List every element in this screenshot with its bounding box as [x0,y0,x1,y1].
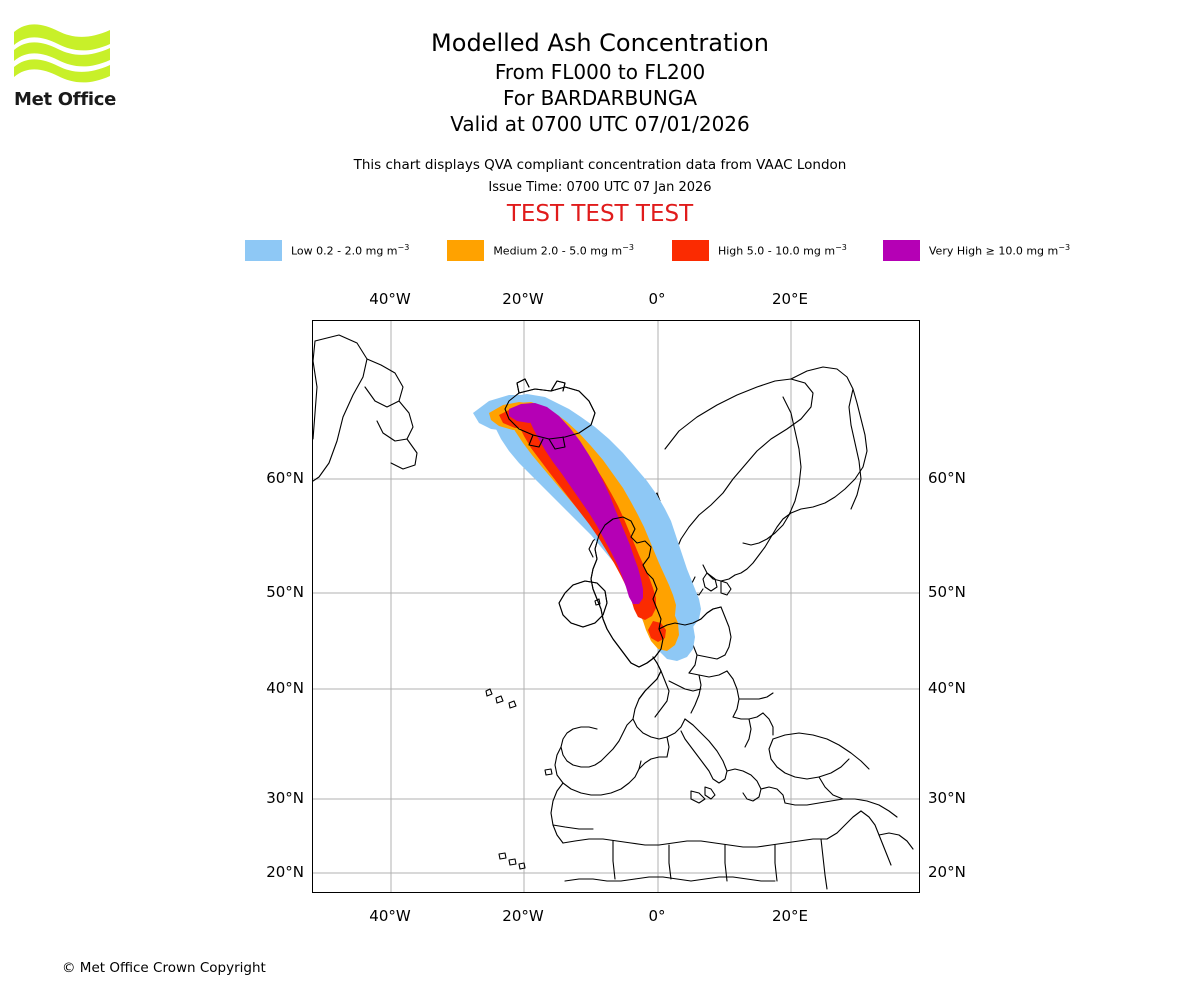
lon-label-top-40w: 40°W [369,290,411,308]
coastline-layer [313,334,914,890]
ash-concentration-map: 40°W 20°W 0° 20°E 40°W 20°W 0° 20°E 60°N… [266,290,966,925]
notice-block: This chart displays QVA compliant concen… [130,155,1070,228]
met-office-wordmark: Met Office [14,89,117,110]
lat-label-right-60n: 60°N [928,469,966,487]
legend-label-medium: Medium 2.0 - 5.0 mg m−3 [493,242,634,258]
chart-title-block: Modelled Ash Concentration From FL000 to… [130,28,1070,137]
lat-label-right-50n: 50°N [928,583,966,601]
page-title: Modelled Ash Concentration [431,29,769,57]
legend-item-high: High 5.0 - 10.0 mg m−3 [671,239,847,261]
ash-plume-very-high-layer [509,403,643,604]
legend-item-low: Low 0.2 - 2.0 mg m−3 [245,239,410,261]
lat-label-left-20n: 20°N [266,863,304,881]
lat-label-left-60n: 60°N [266,469,304,487]
legend-item-very-high: Very High ≥ 10.0 mg m−3 [882,239,1071,261]
test-watermark: TEST TEST TEST [506,201,694,227]
legend-label-low: Low 0.2 - 2.0 mg m−3 [291,242,410,258]
lat-label-left-40n: 40°N [266,679,304,697]
lat-label-left-50n: 50°N [266,583,304,601]
lat-label-right-40n: 40°N [928,679,966,697]
qva-notice: This chart displays QVA compliant concen… [353,157,847,173]
legend-label-high: High 5.0 - 10.0 mg m−3 [717,242,847,258]
lat-label-right-30n: 30°N [928,789,966,807]
concentration-legend: Low 0.2 - 2.0 mg m−3 Medium 2.0 - 5.0 mg… [245,238,1070,262]
lat-label-left-30n: 30°N [266,789,304,807]
issue-time: Issue Time: 0700 UTC 07 Jan 2026 [488,180,712,195]
title-volcano: For BARDARBUNGA [502,86,698,110]
met-office-logo: Met Office [14,22,124,110]
title-valid-time: Valid at 0700 UTC 07/01/2026 [450,112,750,136]
lat-label-right-20n: 20°N [928,863,966,881]
legend-item-medium: Medium 2.0 - 5.0 mg m−3 [447,239,634,261]
title-flight-levels: From FL000 to FL200 [494,60,706,84]
lon-label-bottom-40w: 40°W [369,907,411,925]
legend-swatch-low [245,239,282,261]
lon-label-top-20w: 20°W [502,290,544,308]
legend-swatch-medium [447,239,485,261]
copyright-footer: © Met Office Crown Copyright [62,960,266,976]
legend-swatch-high [671,239,709,261]
lon-label-top-20e: 20°E [771,290,809,308]
legend-swatch-very-high [882,239,920,261]
lon-label-top-0: 0° [648,290,666,308]
map-frame[interactable] [312,320,920,893]
coastline-overlay [504,378,722,700]
legend-label-very-high: Very High ≥ 10.0 mg m−3 [928,242,1071,258]
met-office-wave-logo [14,24,110,83]
lon-label-bottom-20w: 20°W [502,907,544,925]
lon-label-bottom-0: 0° [648,907,666,925]
lon-label-bottom-20e: 20°E [771,907,809,925]
